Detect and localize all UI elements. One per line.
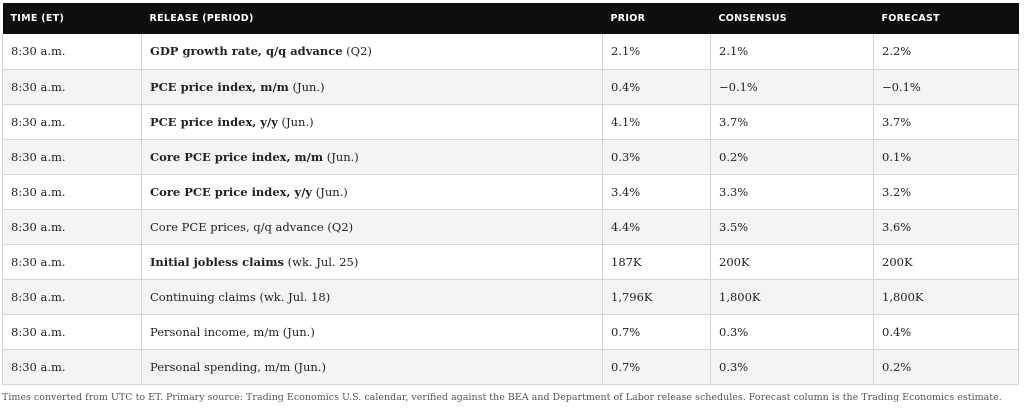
- table-row: 8:30 a.m. PCE price index, y/y (Jun.) 4.1%…: [2, 104, 1019, 140]
- cell-consensus: 3.5%: [710, 209, 874, 246]
- table-header: TIME (ET) RELEASE (PERIOD) PRIOR CONSENS…: [2, 3, 1019, 34]
- release-period: (Jun.): [312, 184, 348, 199]
- release-name: Core PCE price index, m/m: [150, 149, 324, 164]
- header-time: TIME (ET): [10, 13, 65, 24]
- table-row: 8:30 a.m. Initial jobless claims (wk. Jul…: [2, 244, 1019, 281]
- cell-forecast: 3.7%: [873, 104, 1019, 140]
- cell-consensus: 2.1%: [710, 34, 874, 70]
- cell-release: Initial jobless claims (wk. Jul. 25): [141, 244, 603, 281]
- cell-forecast: 1,800K: [873, 279, 1019, 316]
- header-row: TIME (ET) RELEASE (PERIOD) PRIOR CONSENS…: [2, 3, 1019, 34]
- cell-time: 8:30 a.m.: [2, 349, 142, 386]
- table-row: 8:30 a.m. Continuing claims (wk. Jul. 18)…: [2, 279, 1019, 316]
- cell-prior: 187K: [602, 244, 711, 281]
- release-period: (Jun.): [279, 325, 315, 340]
- release-period: (wk. Jul. 18): [255, 290, 331, 305]
- release-name: GDP growth rate, q/q advance: [150, 44, 343, 59]
- header-consensus: CONSENSUS: [718, 13, 787, 24]
- release-period: (Jun.): [288, 79, 325, 94]
- cell-prior: 3.4%: [602, 174, 711, 210]
- cell-forecast: 0.2%: [873, 349, 1019, 386]
- cell-consensus: −0.1%: [710, 69, 874, 105]
- cell-forecast: 0.4%: [873, 314, 1019, 351]
- release-name: PCE price index, m/m: [150, 79, 289, 94]
- release-period: (Q2): [342, 44, 372, 59]
- release-name: Personal income, m/m: [150, 325, 280, 340]
- cell-forecast: 0.1%: [873, 139, 1019, 175]
- release-period: (wk. Jul. 25): [283, 255, 359, 270]
- cell-prior: 1,796K: [602, 279, 711, 316]
- cell-time: 8:30 a.m.: [2, 104, 142, 140]
- cell-prior: 4.4%: [602, 209, 711, 246]
- cell-consensus: 200K: [710, 244, 874, 281]
- cell-release: PCE price index, y/y (Jun.): [141, 104, 603, 140]
- cell-prior: 0.7%: [602, 314, 711, 351]
- cell-prior: 2.1%: [602, 34, 711, 70]
- table-row: 8:30 a.m. Core PCE price index, y/y (Jun.…: [2, 174, 1019, 210]
- cell-consensus: 3.3%: [710, 174, 874, 210]
- release-period: (Q2): [323, 220, 354, 235]
- cell-consensus: 3.7%: [710, 104, 874, 140]
- table-body: 8:30 a.m. GDP growth rate, q/q advance (Q…: [2, 34, 1019, 386]
- release-name: Continuing claims: [150, 290, 256, 305]
- cell-time: 8:30 a.m.: [2, 314, 142, 351]
- release-period: (Jun.): [290, 360, 326, 375]
- cell-time: 8:30 a.m.: [2, 279, 142, 316]
- release-name: Initial jobless claims: [150, 255, 284, 270]
- release-period: (Jun.): [323, 149, 359, 164]
- cell-consensus: 0.3%: [710, 349, 874, 386]
- cell-release: Personal income, m/m (Jun.): [141, 314, 603, 351]
- cell-release: GDP growth rate, q/q advance (Q2): [141, 34, 603, 70]
- release-name: Personal spending, m/m: [150, 360, 291, 375]
- cell-release: Core PCE price index, y/y (Jun.): [141, 174, 603, 210]
- cell-time: 8:30 a.m.: [2, 209, 142, 246]
- cell-prior: 0.3%: [602, 139, 711, 175]
- economic-calendar-table-wrapper: TIME (ET) RELEASE (PERIOD) PRIOR CONSENS…: [2, 3, 1019, 386]
- cell-consensus: 0.3%: [710, 314, 874, 351]
- cell-forecast: −0.1%: [873, 69, 1019, 105]
- table-row: 8:30 a.m. Core PCE price index, m/m (Jun.…: [2, 139, 1019, 175]
- cell-prior: 0.4%: [602, 69, 711, 105]
- header-release: RELEASE (PERIOD): [149, 13, 254, 24]
- cell-consensus: 1,800K: [710, 279, 874, 316]
- cell-release: Core PCE prices, q/q advance (Q2): [141, 209, 603, 246]
- footnote: Times converted from UTC to ET. Primary …: [2, 392, 1002, 403]
- release-name: Core PCE prices, q/q advance: [150, 220, 324, 235]
- cell-consensus: 0.2%: [710, 139, 874, 175]
- economic-calendar-table: TIME (ET) RELEASE (PERIOD) PRIOR CONSENS…: [2, 3, 1019, 386]
- table-row: 8:30 a.m. GDP growth rate, q/q advance (Q…: [2, 34, 1019, 70]
- table-row: 8:30 a.m. Personal spending, m/m (Jun.) 0.…: [2, 349, 1019, 386]
- cell-forecast: 2.2%: [873, 34, 1019, 70]
- cell-release: PCE price index, m/m (Jun.): [141, 69, 603, 105]
- release-period: (Jun.): [277, 114, 314, 129]
- header-forecast: FORECAST: [881, 13, 940, 24]
- cell-release: Personal spending, m/m (Jun.): [141, 349, 603, 386]
- cell-forecast: 3.6%: [873, 209, 1019, 246]
- cell-release: Core PCE price index, m/m (Jun.): [141, 139, 603, 175]
- cell-forecast: 3.2%: [873, 174, 1019, 210]
- cell-prior: 4.1%: [602, 104, 711, 140]
- header-prior: PRIOR: [610, 13, 646, 24]
- table-row: 8:30 a.m. Personal income, m/m (Jun.) 0.7%…: [2, 314, 1019, 351]
- cell-time: 8:30 a.m.: [2, 174, 142, 210]
- cell-time: 8:30 a.m.: [2, 139, 142, 175]
- release-name: PCE price index, y/y: [150, 114, 278, 129]
- table-row: 8:30 a.m. Core PCE prices, q/q advance (Q…: [2, 209, 1019, 246]
- release-name: Core PCE price index, y/y: [150, 184, 313, 199]
- cell-time: 8:30 a.m.: [2, 69, 142, 105]
- cell-prior: 0.7%: [602, 349, 711, 386]
- cell-release: Continuing claims (wk. Jul. 18): [141, 279, 603, 316]
- table-row: 8:30 a.m. PCE price index, m/m (Jun.) 0.4%…: [2, 69, 1019, 105]
- cell-forecast: 200K: [873, 244, 1019, 281]
- cell-time: 8:30 a.m.: [2, 34, 142, 70]
- cell-time: 8:30 a.m.: [2, 244, 142, 281]
